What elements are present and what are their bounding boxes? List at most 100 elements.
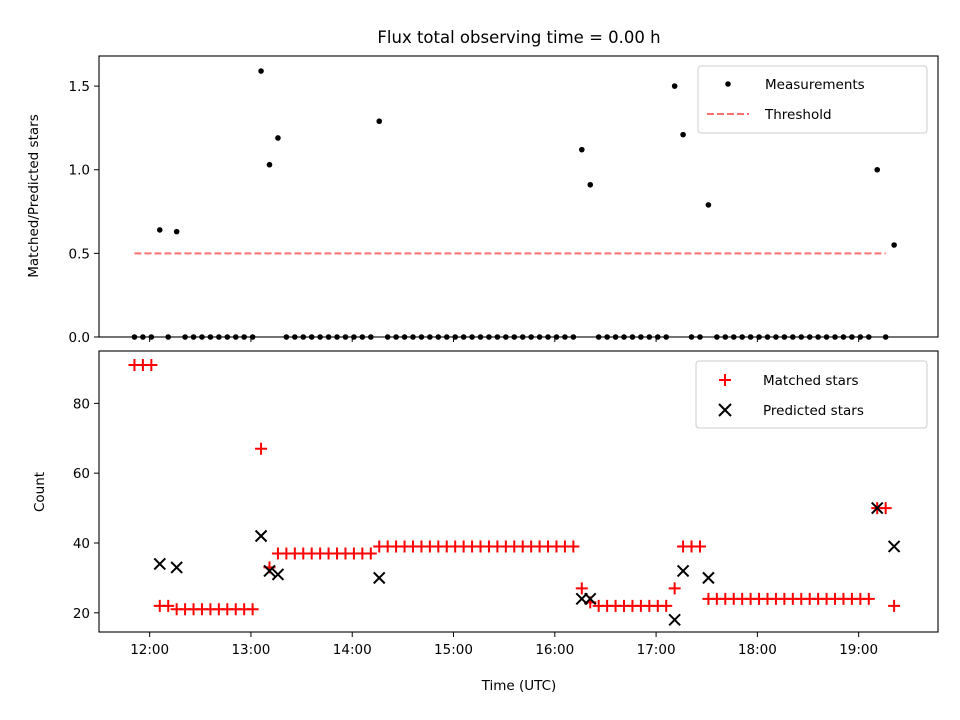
measurement-point bbox=[224, 334, 231, 340]
predicted-star-point bbox=[668, 613, 681, 626]
matched-star-point bbox=[145, 358, 158, 371]
measurement-point bbox=[401, 334, 408, 340]
measurement-point bbox=[207, 334, 214, 340]
measurement-point bbox=[722, 334, 729, 340]
bottom-y-tick-label: 80 bbox=[73, 396, 90, 412]
top-chart-title: Flux total observing time = 0.00 h bbox=[377, 28, 660, 47]
predicted-star-point bbox=[170, 561, 183, 574]
measurement-point bbox=[756, 334, 762, 340]
measurement-point bbox=[232, 334, 239, 340]
bottom-plot-area bbox=[128, 358, 901, 626]
measurement-point bbox=[654, 334, 661, 340]
predicted-star-point bbox=[153, 557, 166, 571]
bottom-x-tick-label: 17:00 bbox=[637, 642, 676, 658]
measurement-point bbox=[308, 334, 315, 340]
bottom-y-tick-label: 40 bbox=[73, 536, 90, 552]
bottom-x-tick-label: 19:00 bbox=[839, 642, 878, 658]
measurement-point bbox=[190, 334, 197, 340]
measurement-point bbox=[730, 334, 737, 340]
measurement-point bbox=[832, 334, 838, 340]
measurement-point bbox=[266, 161, 273, 168]
measurement-point bbox=[705, 202, 712, 208]
bottom-x-tick-label: 13:00 bbox=[231, 642, 270, 658]
measurement-point bbox=[849, 334, 855, 340]
measurement-point bbox=[519, 334, 526, 340]
top-legend: Measurements Threshold bbox=[697, 65, 928, 134]
measurement-point bbox=[249, 334, 256, 340]
matched-star-point bbox=[255, 442, 268, 455]
predicted-star-point bbox=[676, 564, 690, 578]
measurement-point bbox=[790, 334, 796, 340]
measurement-point bbox=[367, 334, 374, 340]
measurement-point bbox=[503, 334, 509, 340]
matched-star-point bbox=[888, 599, 901, 612]
measurement-point bbox=[604, 334, 610, 340]
measurement-point bbox=[325, 334, 332, 340]
predicted-star-point bbox=[702, 571, 715, 585]
measurement-point bbox=[739, 334, 745, 340]
measurement-point bbox=[140, 334, 146, 340]
measurement-point bbox=[865, 334, 872, 340]
legend-predicted-marker bbox=[718, 403, 732, 417]
measurement-point bbox=[570, 334, 577, 340]
predicted-star-point bbox=[887, 540, 901, 553]
bottom-axes-frame bbox=[98, 350, 939, 633]
measurement-point bbox=[486, 334, 492, 340]
measurement-point bbox=[148, 334, 155, 340]
measurement-point bbox=[443, 334, 450, 340]
top-y-tick-label: 0.0 bbox=[69, 330, 90, 346]
measurement-point bbox=[697, 334, 703, 340]
legend-predicted-label: Predicted stars bbox=[763, 403, 864, 419]
bottom-y-axis-label: Count bbox=[32, 472, 48, 512]
measurement-point bbox=[275, 135, 281, 141]
bottom-x-tick-label: 16:00 bbox=[535, 642, 574, 658]
bottom-x-tick-label: 12:00 bbox=[130, 642, 169, 658]
measurement-point bbox=[587, 181, 594, 188]
predicted-star-point bbox=[263, 564, 276, 578]
legend-matched-marker bbox=[719, 374, 731, 386]
bottom-axis-ticks: 12:00 13:00 14:00 15:00 16:00 17:00 18:00 19:00… bbox=[73, 396, 878, 658]
measurement-point bbox=[283, 334, 290, 340]
measurement-point bbox=[646, 334, 653, 340]
matched-star-point bbox=[693, 540, 706, 553]
matched-star-point bbox=[162, 599, 175, 612]
matched-star-point bbox=[567, 540, 580, 553]
measurement-point bbox=[714, 334, 720, 340]
matched-star-point bbox=[862, 592, 875, 605]
predicted-star-point bbox=[373, 571, 386, 585]
top-y-tick-label: 0.5 bbox=[69, 246, 90, 262]
top-panel: Flux total observing time = 0.00 h Match… bbox=[26, 28, 939, 346]
measurement-point bbox=[131, 334, 138, 340]
bottom-x-tick-label: 14:00 bbox=[333, 642, 372, 658]
measurement-point bbox=[638, 334, 644, 340]
measurement-point bbox=[798, 334, 805, 340]
bottom-legend-box bbox=[695, 360, 928, 429]
measurement-point bbox=[393, 334, 399, 340]
top-plot-area bbox=[131, 68, 897, 340]
measurement-point bbox=[494, 334, 501, 340]
measurement-point bbox=[528, 334, 534, 340]
legend-measurements-label: Measurements bbox=[765, 77, 865, 93]
matched-star-point bbox=[668, 582, 681, 595]
measurement-point bbox=[671, 83, 678, 89]
measurement-point bbox=[359, 334, 366, 340]
measurement-point bbox=[182, 334, 188, 340]
measurement-point bbox=[545, 334, 551, 340]
matched-star-point bbox=[879, 502, 892, 515]
measurement-point bbox=[663, 334, 670, 340]
legend-threshold-label: Threshold bbox=[764, 107, 832, 123]
measurement-point bbox=[334, 334, 340, 340]
measurement-point bbox=[806, 334, 813, 340]
measurement-point bbox=[427, 334, 433, 340]
measurement-point bbox=[511, 334, 518, 340]
measurement-point bbox=[562, 334, 568, 340]
measurement-point bbox=[688, 334, 695, 340]
measurement-point bbox=[612, 334, 619, 340]
measurement-point bbox=[874, 166, 881, 173]
matched-star-point bbox=[660, 599, 673, 612]
measurement-point bbox=[815, 334, 821, 340]
bottom-panel: Count Time (UTC) 12:00 13:00 14:00 15:00 16:… bbox=[32, 350, 939, 694]
measurement-point bbox=[781, 334, 788, 340]
measurement-point bbox=[199, 334, 205, 340]
